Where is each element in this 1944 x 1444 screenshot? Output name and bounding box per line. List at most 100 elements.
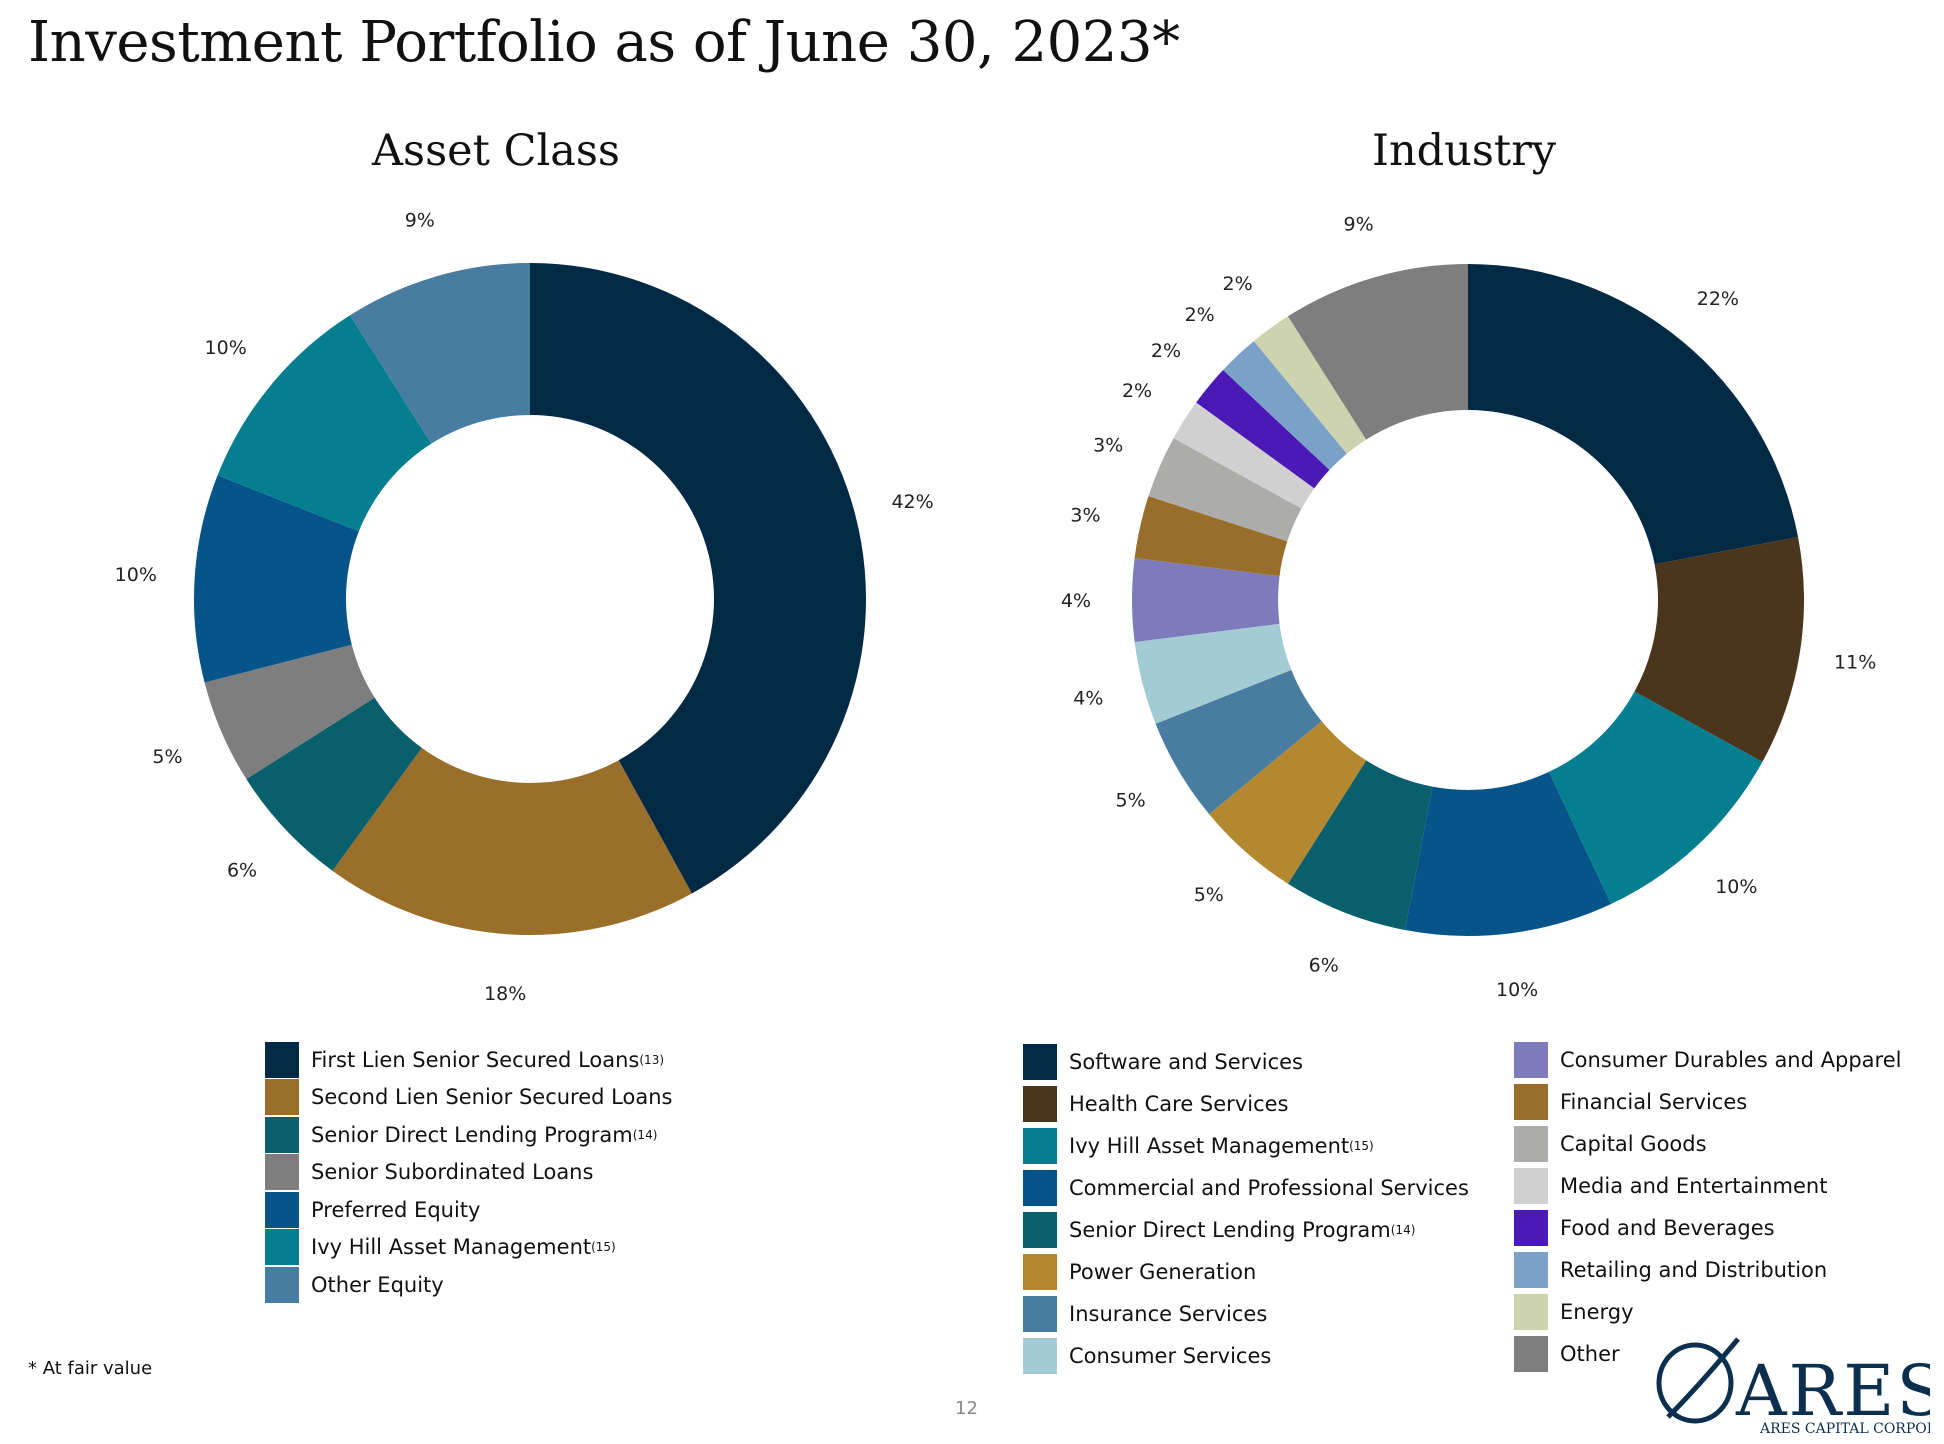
legend-label: Senior Direct Lending Program <box>311 1122 633 1147</box>
asset-class-legend: First Lien Senior Secured Loans (13) Secon… <box>265 1041 672 1304</box>
legend-item-other-equity: Other Equity <box>265 1266 672 1304</box>
data-label-senior-direct-lending-program: 6% <box>1309 954 1339 976</box>
legend-swatch <box>1514 1294 1548 1330</box>
legend-item-ivy-hill-asset-management: Ivy Hill Asset Management (15) <box>1023 1125 1469 1167</box>
data-label-health-care-services: 11% <box>1834 651 1876 673</box>
legend-label: Consumer Durables and Apparel <box>1560 1048 1902 1072</box>
legend-label: Second Lien Senior Secured Loans <box>311 1085 673 1110</box>
legend-item-health-care-services: Health Care Services <box>1023 1083 1469 1125</box>
slice-senior-direct-lending-program <box>1287 760 1433 931</box>
legend-label: Media and Entertainment <box>1560 1174 1828 1198</box>
legend-swatch <box>1514 1336 1548 1372</box>
slice-insurance-services <box>1155 669 1322 815</box>
data-label-preferred-equity: 10% <box>115 564 157 586</box>
legend-item-senior-direct-lending-program: Senior Direct Lending Program (14) <box>1023 1209 1469 1251</box>
data-label-other-equity: 9% <box>405 210 435 232</box>
industry-chart-title: Industry <box>1371 126 1557 176</box>
legend-item-senior-subordinated-loans: Senior Subordinated Loans <box>265 1154 672 1192</box>
slice-health-care-services <box>1634 537 1804 762</box>
slice-financial-services <box>1134 496 1288 577</box>
legend-item-insurance-services: Insurance Services <box>1023 1293 1469 1335</box>
legend-label: Capital Goods <box>1560 1132 1707 1156</box>
legend-swatch <box>1023 1254 1057 1290</box>
legend-label: Ivy Hill Asset Management <box>1069 1134 1350 1158</box>
legend-item-preferred-equity: Preferred Equity <box>265 1191 672 1229</box>
legend-label: Food and Beverages <box>1560 1216 1775 1240</box>
legend-swatch <box>1514 1042 1548 1078</box>
legend-item-other: Other <box>1514 1333 1901 1375</box>
legend-label: Senior Direct Lending Program <box>1069 1218 1391 1242</box>
legend-label: First Lien Senior Secured Loans <box>311 1047 640 1072</box>
legend-swatch <box>265 1191 299 1228</box>
slice-media-and-entertainment <box>1173 402 1315 509</box>
legend-item-consumer-durables-and-apparel: Consumer Durables and Apparel <box>1514 1039 1901 1081</box>
legend-item-senior-direct-lending-program: Senior Direct Lending Program (14) <box>265 1116 672 1154</box>
slice-software-and-services <box>1468 264 1799 565</box>
slice-consumer-durables-and-apparel <box>1131 557 1280 643</box>
ares-logo: ARES ARES CAPITAL CORPORATION <box>1656 1337 1930 1435</box>
data-label-consumer-services: 4% <box>1073 687 1103 709</box>
legend-swatch <box>1023 1044 1057 1080</box>
data-label-senior-subordinated-loans: 5% <box>152 746 182 768</box>
asset-class-chart-title: Asset Class <box>371 126 620 176</box>
legend-item-software-and-services: Software and Services <box>1023 1041 1469 1083</box>
data-label-power-generation: 5% <box>1194 884 1224 906</box>
slice-ivy-hill-asset-management <box>217 315 432 532</box>
legend-swatch <box>1514 1168 1548 1204</box>
legend-label: Other Equity <box>311 1272 444 1297</box>
data-label-financial-services: 3% <box>1070 504 1100 526</box>
slice-commercial-and-professional-services <box>1405 771 1612 936</box>
legend-label: Financial Services <box>1560 1090 1748 1114</box>
slice-power-generation <box>1209 721 1367 884</box>
slice-senior-direct-lending-program <box>246 697 422 871</box>
page-title: Investment Portfolio as of June 30, 2023… <box>28 10 1180 75</box>
legend-label: Preferred Equity <box>311 1197 481 1222</box>
data-label-media-and-entertainment: 2% <box>1122 380 1152 402</box>
legend-swatch <box>1023 1128 1057 1164</box>
legend-item-power-generation: Power Generation <box>1023 1251 1469 1293</box>
legend-label: Commercial and Professional Services <box>1069 1176 1469 1200</box>
data-label-commercial-and-professional-services: 10% <box>1496 979 1538 1001</box>
slice-energy <box>1253 316 1367 454</box>
slice-preferred-equity <box>194 475 359 683</box>
slice-other <box>1287 264 1468 440</box>
logo-subtext: ARES CAPITAL CORPORATION <box>1759 1421 1930 1435</box>
legend-swatch <box>265 1041 299 1078</box>
legend-item-energy: Energy <box>1514 1291 1901 1333</box>
slice-consumer-services <box>1134 623 1292 724</box>
legend-item-ivy-hill-asset-management: Ivy Hill Asset Management (15) <box>265 1229 672 1267</box>
legend-item-first-lien-senior-secured-loans: First Lien Senior Secured Loans (13) <box>265 1041 672 1079</box>
data-label-ivy-hill-asset-management: 10% <box>1715 876 1757 898</box>
data-label-insurance-services: 5% <box>1116 790 1146 812</box>
slice-ivy-hill-asset-management <box>1548 691 1763 905</box>
legend-item-food-and-beverages: Food and Beverages <box>1514 1207 1901 1249</box>
legend-label: Other <box>1560 1342 1620 1366</box>
legend-item-consumer-services: Consumer Services <box>1023 1335 1469 1377</box>
data-label-senior-direct-lending-program: 6% <box>227 859 257 881</box>
legend-item-retailing-and-distribution: Retailing and Distribution <box>1514 1249 1901 1291</box>
legend-label: Health Care Services <box>1069 1092 1289 1116</box>
legend-swatch <box>1514 1252 1548 1288</box>
legend-swatch <box>1023 1296 1057 1332</box>
slice-food-and-beverages <box>1196 369 1330 489</box>
data-label-capital-goods: 3% <box>1093 434 1123 456</box>
data-label-other: 9% <box>1344 214 1374 236</box>
data-label-software-and-services: 22% <box>1697 288 1739 310</box>
legend-swatch <box>1023 1170 1057 1206</box>
legend-label: Power Generation <box>1069 1260 1257 1284</box>
legend-item-media-and-entertainment: Media and Entertainment <box>1514 1165 1901 1207</box>
legend-swatch <box>265 1266 299 1303</box>
data-label-ivy-hill-asset-management: 10% <box>205 337 247 359</box>
legend-label: Insurance Services <box>1069 1302 1268 1326</box>
data-label-second-lien-senior-secured-loans: 18% <box>484 983 526 1005</box>
data-label-retailing-and-distribution: 2% <box>1185 304 1215 326</box>
legend-swatch <box>1514 1210 1548 1246</box>
legend-label: Ivy Hill Asset Management <box>311 1235 592 1260</box>
legend-swatch <box>1023 1338 1057 1374</box>
legend-label: Retailing and Distribution <box>1560 1258 1828 1282</box>
footnote: * At fair value <box>28 1358 153 1379</box>
page-number: 12 <box>955 1398 978 1419</box>
legend-item-commercial-and-professional-services: Commercial and Professional Services <box>1023 1167 1469 1209</box>
data-label-first-lien-senior-secured-loans: 42% <box>891 491 933 513</box>
slice-second-lien-senior-secured-loans <box>332 747 692 935</box>
